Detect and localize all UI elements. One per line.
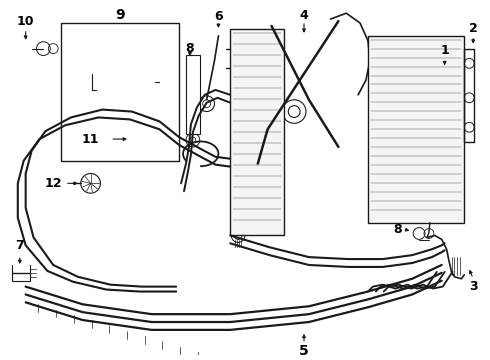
Text: 12: 12 <box>45 177 62 190</box>
Text: 2: 2 <box>469 22 478 35</box>
Text: 8: 8 <box>186 42 194 55</box>
Text: 8: 8 <box>393 223 402 236</box>
Bar <box>368 36 465 223</box>
Text: 10: 10 <box>17 14 34 28</box>
Bar <box>186 55 200 134</box>
Text: 6: 6 <box>214 10 223 23</box>
Bar <box>230 29 284 235</box>
Text: 7: 7 <box>15 239 24 252</box>
Bar <box>61 23 179 161</box>
Text: 1: 1 <box>441 44 449 57</box>
Text: 3: 3 <box>469 280 477 293</box>
Text: 9: 9 <box>115 8 125 22</box>
Text: 11: 11 <box>82 132 99 145</box>
Text: 4: 4 <box>300 9 308 22</box>
Text: 5: 5 <box>299 343 309 357</box>
Circle shape <box>135 136 141 142</box>
